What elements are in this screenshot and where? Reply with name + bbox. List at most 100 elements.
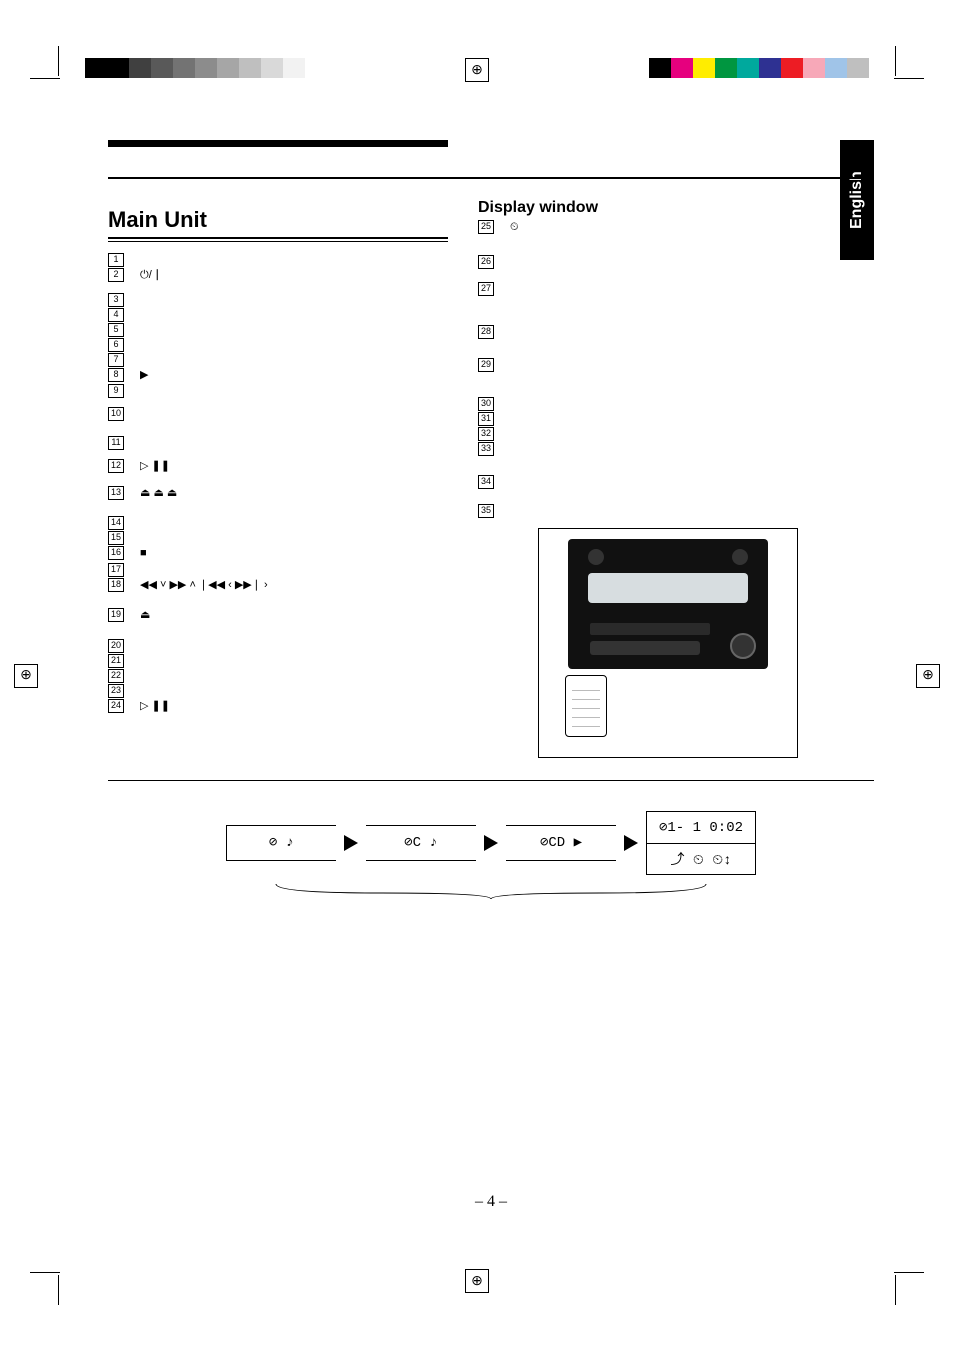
color-swatch bbox=[129, 58, 151, 78]
stereo-unit-icon bbox=[568, 539, 768, 669]
list-item: 24▷ ❚❚ bbox=[108, 698, 448, 715]
callout-number: 11 bbox=[108, 436, 124, 450]
color-swatch bbox=[671, 58, 693, 78]
color-swatch bbox=[759, 58, 781, 78]
callout-number: 27 bbox=[478, 282, 494, 296]
title-rule bbox=[108, 140, 448, 147]
callout-number: 30 bbox=[478, 397, 494, 411]
arrow-right-icon bbox=[624, 835, 638, 851]
symbol-glyph: ◀◀ ˅ ▶▶ ˄ ❘◀◀ ‹ ▶▶❘ › bbox=[130, 577, 268, 594]
lcd-frame: ⊘C ♪ bbox=[366, 825, 476, 861]
symbol-glyph: ▶ bbox=[130, 367, 148, 384]
callout-number: 26 bbox=[478, 255, 494, 269]
list-item: 9 bbox=[108, 383, 448, 398]
list-item: 20 bbox=[108, 638, 448, 653]
remote-control-icon bbox=[565, 675, 607, 737]
crosshair-icon bbox=[465, 58, 489, 82]
callout-number: 34 bbox=[478, 475, 494, 489]
registration-top bbox=[0, 50, 954, 90]
main-unit-heading: Main Unit bbox=[108, 207, 448, 233]
list-item: 16■ bbox=[108, 545, 448, 562]
list-item: 18 ◀◀ ˅ ▶▶ ˄ ❘◀◀ ‹ ▶▶❘ › bbox=[108, 577, 448, 594]
arrow-right-icon bbox=[344, 835, 358, 851]
display-sequence-diagram: ⊘ ♪ ⊘C ♪ ⊘CD ▶ ⊘1- 1 0:02 ⤴ ⏲ ⏲↕ bbox=[108, 811, 874, 875]
list-item: 1 bbox=[108, 252, 448, 267]
body-rule bbox=[108, 177, 874, 179]
symbol-glyph: ▷ ❚❚ bbox=[130, 698, 170, 715]
lcd-frame: ⊘ ♪ bbox=[226, 825, 336, 861]
callout-number: 18 bbox=[108, 578, 124, 592]
color-swatch bbox=[85, 58, 107, 78]
right-column: Display window 25⏲26272829303132333435 bbox=[478, 199, 874, 758]
list-item: 11 bbox=[108, 435, 448, 450]
list-item: 27 bbox=[478, 281, 874, 296]
color-swatch bbox=[283, 58, 305, 78]
list-item: 32 bbox=[478, 426, 874, 441]
callout-number: 35 bbox=[478, 504, 494, 518]
curly-brace-icon bbox=[271, 881, 711, 899]
color-swatch bbox=[217, 58, 239, 78]
page-content: Main Unit 12⏻/┃345678▶9101112▷ ❚❚13⏏ ⏏ ⏏… bbox=[108, 140, 874, 1231]
callout-number: 15 bbox=[108, 531, 124, 545]
callout-number: 8 bbox=[108, 368, 124, 382]
list-item: 31 bbox=[478, 411, 874, 426]
page-number: – 4 – bbox=[475, 1193, 507, 1211]
list-item: 6 bbox=[108, 337, 448, 352]
symbol-glyph: ⏲ bbox=[500, 219, 519, 236]
callout-number: 28 bbox=[478, 325, 494, 339]
callout-number: 23 bbox=[108, 684, 124, 698]
list-item: 12▷ ❚❚ bbox=[108, 458, 448, 475]
callout-number: 5 bbox=[108, 323, 124, 337]
list-item: 5 bbox=[108, 322, 448, 337]
list-item: 2⏻/┃ bbox=[108, 267, 448, 284]
callout-number: 4 bbox=[108, 308, 124, 322]
callout-number: 7 bbox=[108, 353, 124, 367]
symbol-glyph: ▷ ❚❚ bbox=[130, 458, 170, 475]
callout-number: 31 bbox=[478, 412, 494, 426]
crosshair-icon bbox=[14, 664, 38, 688]
separator bbox=[108, 780, 874, 781]
callout-number: 33 bbox=[478, 442, 494, 456]
callout-number: 13 bbox=[108, 486, 124, 500]
list-item: 3 bbox=[108, 292, 448, 307]
left-column: Main Unit 12⏻/┃345678▶9101112▷ ❚❚13⏏ ⏏ ⏏… bbox=[108, 199, 448, 758]
lcd-frame: ⊘1- 1 0:02 ⤴ ⏲ ⏲↕ bbox=[646, 811, 756, 875]
callout-number: 16 bbox=[108, 546, 124, 560]
color-swatch bbox=[151, 58, 173, 78]
symbol-glyph: ⏻/┃ bbox=[130, 267, 163, 284]
list-item: 22 bbox=[108, 668, 448, 683]
callout-number: 32 bbox=[478, 427, 494, 441]
crosshair-icon bbox=[465, 1269, 489, 1293]
list-item: 26 bbox=[478, 254, 874, 269]
list-item: 4 bbox=[108, 307, 448, 322]
callout-number: 3 bbox=[108, 293, 124, 307]
callout-number: 17 bbox=[108, 563, 124, 577]
list-item: 28 bbox=[478, 324, 874, 339]
callout-number: 1 bbox=[108, 253, 124, 267]
list-item: 10 bbox=[108, 406, 448, 421]
crosshair-icon bbox=[916, 664, 940, 688]
callout-number: 20 bbox=[108, 639, 124, 653]
color-swatch bbox=[649, 58, 671, 78]
list-item: 14 bbox=[108, 515, 448, 530]
color-swatch bbox=[715, 58, 737, 78]
color-swatch bbox=[195, 58, 217, 78]
list-item: 8▶ bbox=[108, 367, 448, 384]
color-swatch bbox=[781, 58, 803, 78]
color-swatch bbox=[239, 58, 261, 78]
arrow-right-icon bbox=[484, 835, 498, 851]
color-swatch bbox=[825, 58, 847, 78]
color-swatch bbox=[803, 58, 825, 78]
list-item: 34 bbox=[478, 474, 874, 489]
color-swatch bbox=[107, 58, 129, 78]
color-swatch bbox=[693, 58, 715, 78]
list-item: 19⏏ bbox=[108, 607, 448, 624]
color-swatch bbox=[261, 58, 283, 78]
callout-number: 25 bbox=[478, 220, 494, 234]
list-item: 15 bbox=[108, 530, 448, 545]
color-swatch bbox=[173, 58, 195, 78]
callout-number: 14 bbox=[108, 516, 124, 530]
list-item: 23 bbox=[108, 683, 448, 698]
symbol-glyph: ⏏ ⏏ ⏏ bbox=[130, 485, 177, 502]
list-item: 33 bbox=[478, 441, 874, 456]
